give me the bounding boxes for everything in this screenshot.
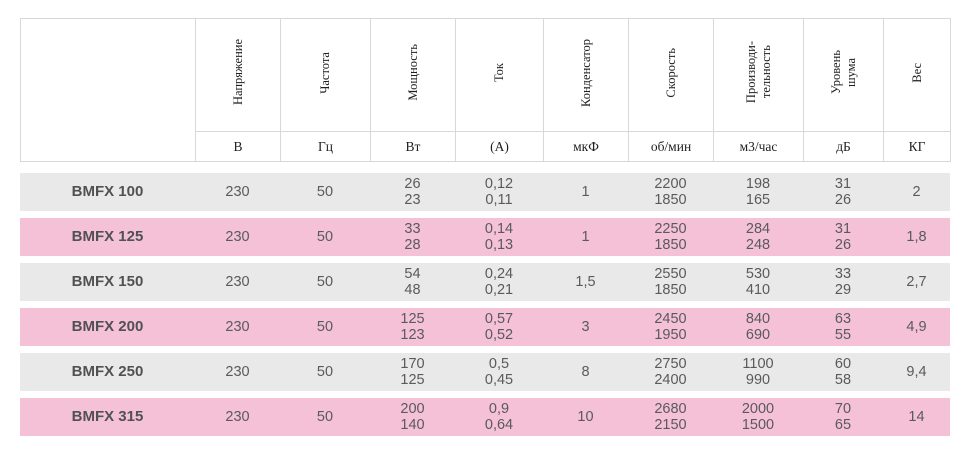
weight-cell: 9,4 <box>906 363 927 380</box>
frequency-cell: 50 <box>316 273 334 290</box>
column-header-airflow-label: Производи- тельность <box>743 41 773 104</box>
weight-cell: 1,8 <box>906 228 927 245</box>
corner-cell <box>20 18 196 162</box>
airflow-cell: 530 410 <box>745 265 771 299</box>
weight-cell: 2 <box>912 183 921 200</box>
unit-current: (А) <box>455 131 544 162</box>
frequency-cell: 50 <box>316 228 334 245</box>
speed-cell: 2200 1850 <box>654 175 687 209</box>
column-header-power-label: Мощность <box>405 44 420 101</box>
weight-cell: 4,9 <box>906 318 927 335</box>
noise-cell: 33 29 <box>834 265 852 299</box>
noise-cell: 63 55 <box>834 310 852 344</box>
frequency-cell: 50 <box>316 183 334 200</box>
current-cell: 0,57 0,52 <box>484 310 514 344</box>
model-cell: BMFX 100 <box>71 182 144 200</box>
capacitor-cell: 3 <box>581 318 590 335</box>
column-header-current-label: Ток <box>492 62 506 83</box>
column-header-current: Ток <box>455 18 544 132</box>
capacitor-cell: 1 <box>581 228 590 245</box>
airflow-cell: 1100 990 <box>742 355 774 389</box>
current-cell: 0,24 0,21 <box>484 265 514 299</box>
unit-capacitor: мкФ <box>543 131 629 162</box>
airflow-cell: 284 248 <box>745 220 771 254</box>
unit-voltage: В <box>195 131 281 162</box>
voltage-cell: 230 <box>225 318 250 335</box>
column-header-capacitor-label: Конденсатор <box>578 38 593 107</box>
column-header-speed-label: Скорость <box>663 47 678 98</box>
current-cell: 0,9 0,64 <box>484 400 514 434</box>
current-cell: 0,12 0,11 <box>484 175 514 209</box>
model-cell: BMFX 315 <box>71 407 144 425</box>
column-header-noise: Уровень шума <box>803 18 884 132</box>
unit-airflow: м3/час <box>713 131 804 162</box>
voltage-cell: 230 <box>225 408 250 425</box>
power-cell: 125 123 <box>400 310 425 344</box>
voltage-cell: 230 <box>225 363 250 380</box>
spec-table-body: BMFX 100 230 50 26 23 0,12 0,11 1 2200 1… <box>20 173 950 436</box>
power-cell: 33 28 <box>404 220 421 254</box>
voltage-cell: 230 <box>225 273 250 290</box>
unit-power: Вт <box>370 131 456 162</box>
power-cell: 26 23 <box>404 175 421 209</box>
unit-noise: дБ <box>803 131 884 162</box>
speed-cell: 2680 2150 <box>654 400 687 434</box>
unit-speed: об/мин <box>628 131 714 162</box>
noise-cell: 31 26 <box>834 175 852 209</box>
airflow-cell: 198 165 <box>745 175 771 209</box>
capacitor-cell: 10 <box>577 408 594 425</box>
column-header-frequency-label: Частота <box>318 51 332 94</box>
column-header-airflow: Производи- тельность <box>713 18 804 132</box>
column-header-power: Мощность <box>370 18 456 132</box>
capacitor-cell: 1,5 <box>575 273 596 290</box>
model-cell: BMFX 150 <box>71 272 144 290</box>
table-row-bmfx-150: BMFX 150 230 50 54 48 0,24 0,21 1,5 2550… <box>20 263 950 301</box>
model-cell: BMFX 125 <box>71 227 144 245</box>
noise-cell: 60 58 <box>834 355 852 389</box>
power-cell: 200 140 <box>400 400 425 434</box>
speed-cell: 2250 1850 <box>654 220 687 254</box>
power-cell: 170 125 <box>400 355 425 389</box>
voltage-cell: 230 <box>225 183 250 200</box>
capacitor-cell: 1 <box>581 183 590 200</box>
column-header-capacitor: Конденсатор <box>543 18 629 132</box>
model-cell: BMFX 200 <box>71 317 144 335</box>
frequency-cell: 50 <box>316 408 334 425</box>
frequency-cell: 50 <box>316 318 334 335</box>
column-header-noise-label: Уровень шума <box>828 50 858 95</box>
frequency-cell: 50 <box>316 363 334 380</box>
airflow-cell: 840 690 <box>745 310 771 344</box>
model-cell: BMFX 250 <box>71 362 144 380</box>
speed-cell: 2550 1850 <box>654 265 687 299</box>
column-header-weight: Вес <box>883 18 951 132</box>
current-cell: 0,5 0,45 <box>484 355 514 389</box>
capacitor-cell: 8 <box>581 363 590 380</box>
table-row-bmfx-200: BMFX 200 230 50 125 123 0,57 0,52 3 2450… <box>20 308 950 346</box>
table-row-bmfx-250: BMFX 250 230 50 170 125 0,5 0,45 8 2750 … <box>20 353 950 391</box>
column-header-weight-label: Вес <box>909 62 924 83</box>
airflow-cell: 2000 1500 <box>741 400 775 434</box>
column-header-speed: Скорость <box>628 18 714 132</box>
current-cell: 0,14 0,13 <box>484 220 514 254</box>
speed-cell: 2450 1950 <box>654 310 687 344</box>
table-row-bmfx-125: BMFX 125 230 50 33 28 0,14 0,13 1 2250 1… <box>20 218 950 256</box>
unit-weight: КГ <box>883 131 951 162</box>
column-header-voltage: Напряжение <box>195 18 281 132</box>
spec-table-header: Напряжение Частота Мощность Ток Конденса… <box>20 18 951 162</box>
noise-cell: 31 26 <box>834 220 852 254</box>
table-row-bmfx-315: BMFX 315 230 50 200 140 0,9 0,64 10 2680… <box>20 398 950 436</box>
column-header-voltage-label: Напряжение <box>230 39 245 106</box>
column-header-frequency: Частота <box>280 18 371 132</box>
noise-cell: 70 65 <box>834 400 852 434</box>
weight-cell: 2,7 <box>906 273 927 290</box>
table-row-bmfx-100: BMFX 100 230 50 26 23 0,12 0,11 1 2200 1… <box>20 173 950 211</box>
unit-frequency: Гц <box>280 131 371 162</box>
weight-cell: 14 <box>908 408 925 425</box>
speed-cell: 2750 2400 <box>654 355 687 389</box>
power-cell: 54 48 <box>404 265 421 299</box>
voltage-cell: 230 <box>225 228 250 245</box>
